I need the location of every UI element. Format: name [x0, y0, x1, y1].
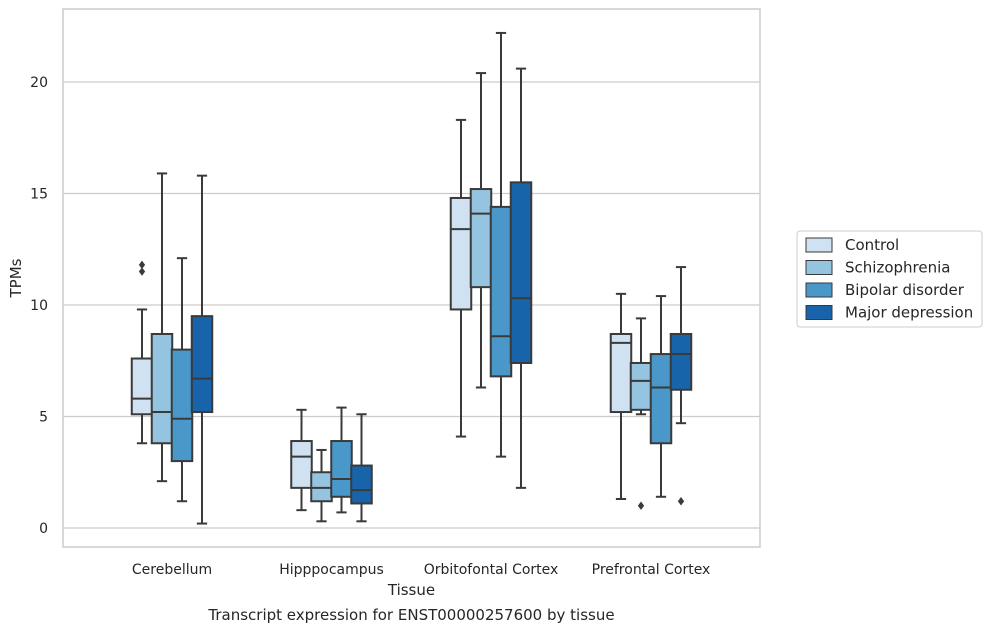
legend-swatch: [805, 237, 833, 253]
x-tick-labels: Cerebellum Hipppocampus Orbitofontal Corte…: [132, 562, 710, 578]
box-major-depression: [350, 413, 373, 523]
grid-lines: [63, 81, 760, 529]
box-iqr: [310, 471, 333, 503]
legend-label: Major depression: [845, 304, 973, 322]
box-bipolar-disorder: [170, 257, 194, 503]
x-tick-label: Prefrontal Cortex: [592, 562, 711, 578]
y-tick-label: 0: [39, 521, 48, 537]
legend-swatch: [805, 260, 833, 275]
box-iqr: [609, 332, 633, 414]
box-schizophrenia: [629, 317, 653, 510]
box-control: [130, 260, 154, 445]
y-tick-labels: 0 5 10 15 20: [30, 75, 48, 537]
box-schizophrenia: [150, 172, 174, 483]
x-tick-label: Hipppocampus: [279, 562, 384, 578]
box-bipolar-disorder: [330, 406, 353, 514]
box-major-depression: [509, 67, 533, 489]
y-tick-label: 10: [30, 298, 48, 314]
box-iqr: [469, 188, 493, 289]
box-major-depression: [190, 174, 214, 525]
legend-label: Bipolar disorder: [845, 281, 965, 299]
box-schizophrenia: [310, 448, 333, 523]
box-control: [449, 118, 473, 438]
plot-frame: [62, 8, 761, 548]
box-iqr: [170, 348, 194, 463]
legend-frame: [796, 230, 983, 328]
legend-label: Control: [845, 236, 899, 254]
box-iqr: [489, 205, 513, 378]
y-tick-label: 20: [30, 75, 48, 91]
y-axis-label: TPMs: [7, 258, 25, 298]
x-tick-label: Orbitofontal Cortex: [424, 562, 559, 578]
box-bipolar-disorder: [489, 31, 513, 458]
box-iqr: [509, 181, 533, 364]
box-schizophrenia: [469, 72, 493, 389]
box-iqr: [330, 440, 353, 498]
outlier-point: [677, 497, 685, 506]
legend: Control Schizophrenia Bipolar disorder Majo…: [796, 230, 983, 328]
box-control: [609, 292, 633, 501]
box-iqr: [130, 357, 154, 416]
box-bipolar-disorder: [649, 295, 673, 498]
box-iqr: [629, 361, 653, 411]
box-iqr: [290, 440, 313, 489]
x-tick-label: Cerebellum: [132, 562, 212, 578]
outlier-point: [637, 501, 645, 510]
y-tick-label: 5: [39, 410, 48, 426]
legend-swatch: [805, 305, 833, 320]
box-iqr: [350, 464, 373, 505]
x-axis-label: Tissue: [387, 581, 435, 599]
outlier-point: [138, 260, 146, 270]
outlier-point: [138, 267, 146, 276]
box-iqr: [190, 315, 214, 414]
box-iqr: [150, 332, 174, 445]
legend-swatch: [805, 282, 833, 298]
y-tick-label: 15: [30, 187, 48, 203]
figure-caption: Transcript expression for ENST0000025760…: [208, 606, 615, 624]
box-iqr: [649, 353, 673, 445]
box-major-depression: [669, 266, 693, 506]
box-iqr: [669, 332, 693, 391]
box-series: [130, 31, 693, 525]
box-control: [290, 408, 313, 512]
legend-label: Schizophrenia: [845, 259, 950, 277]
box-iqr: [449, 196, 473, 311]
